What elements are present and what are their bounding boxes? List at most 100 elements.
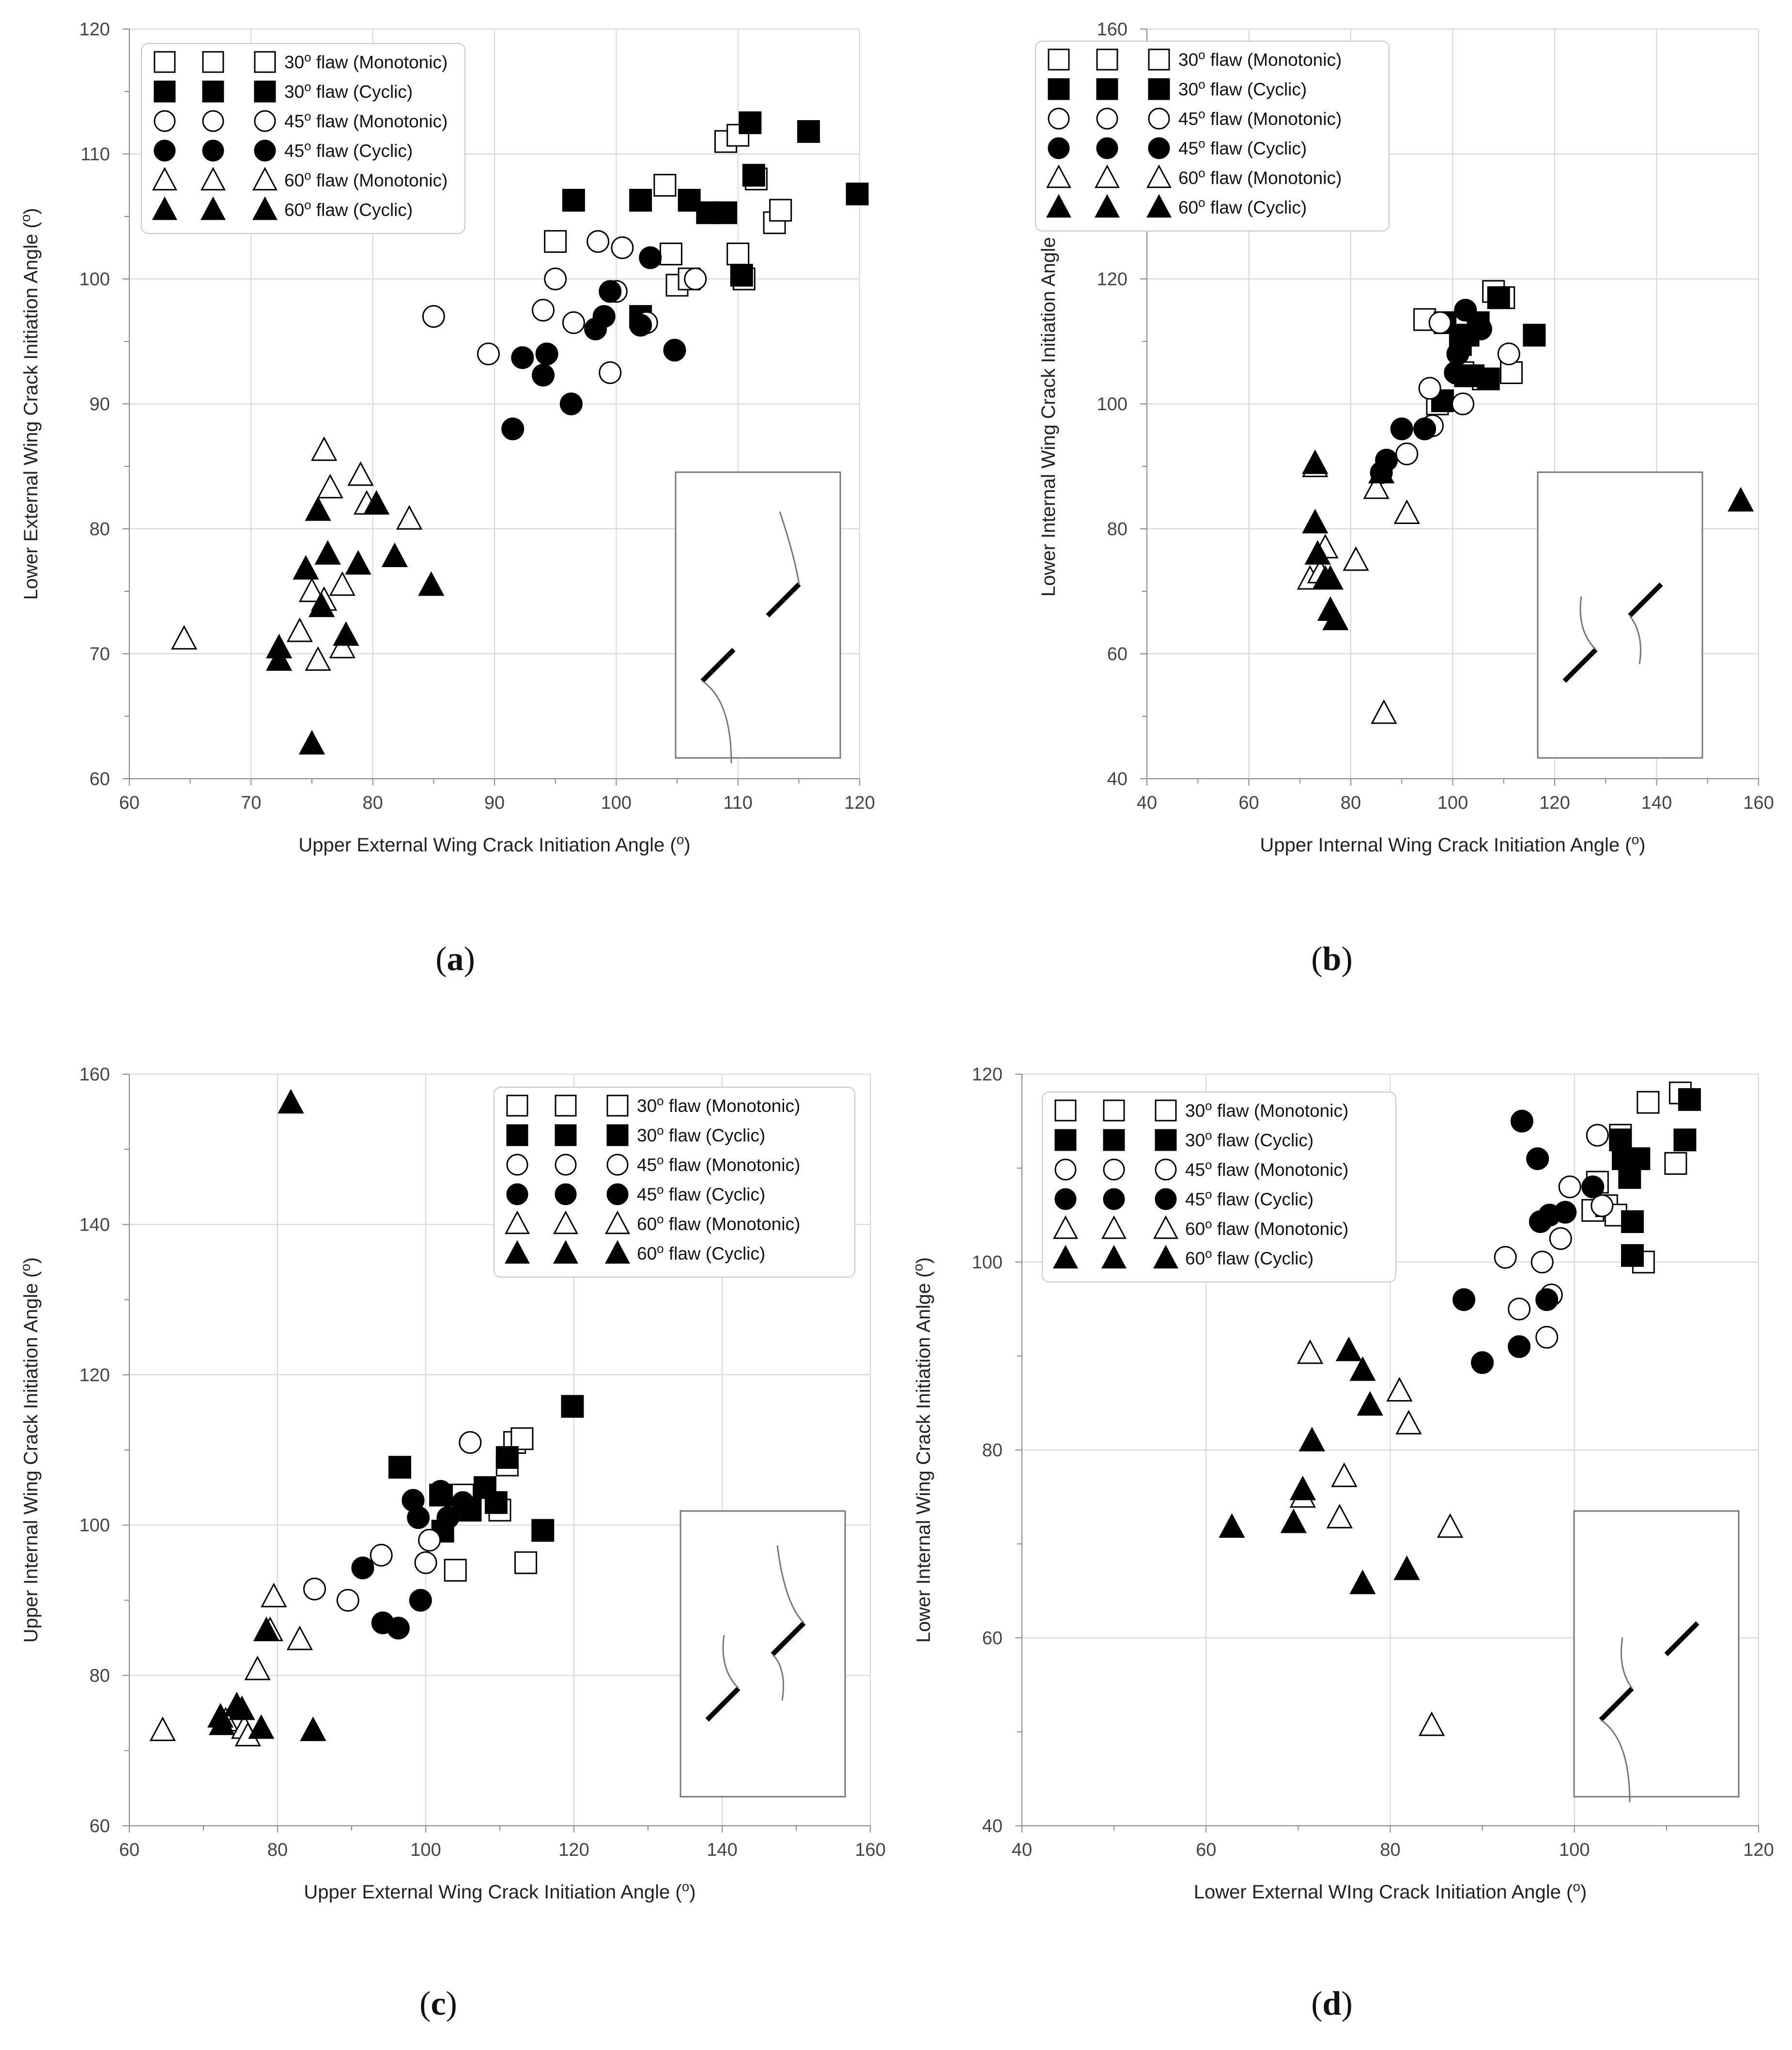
data-point-circle-filled: [1413, 417, 1437, 441]
x-tick-label: 140: [1641, 793, 1672, 813]
legend-marker: [1101, 1215, 1127, 1239]
y-tick-label: 160: [79, 1064, 110, 1085]
data-point-square-filled: [1609, 1128, 1632, 1152]
legend-marker: [1155, 1188, 1177, 1210]
legend-marker: [1101, 1245, 1127, 1269]
data-point-triangle-open: [1371, 699, 1397, 724]
flaw-segment: [766, 582, 801, 617]
data-point-triangle-filled: [1322, 605, 1349, 631]
data-point-circle-open: [459, 1431, 482, 1454]
legend-marker: [1153, 1215, 1179, 1239]
data-point-square-filled: [1673, 1128, 1697, 1152]
legend-marker: [1153, 1245, 1179, 1269]
data-point-circle-filled: [1554, 1201, 1577, 1224]
data-point-triangle-open: [396, 505, 423, 530]
data-point-triangle-open: [305, 646, 331, 671]
data-point-circle-filled: [535, 342, 558, 366]
wing-crack: [1629, 615, 1641, 664]
data-point-circle-filled: [629, 313, 652, 337]
data-point-circle-filled: [351, 1557, 374, 1580]
legend-marker: [604, 1210, 631, 1234]
legend-marker: [1054, 1129, 1077, 1151]
legend-marker: [1048, 78, 1070, 100]
y-tick-label: 40: [1107, 769, 1128, 789]
data-point-triangle-open: [1418, 1711, 1445, 1736]
x-tick-label: 60: [1196, 1840, 1216, 1860]
flaw-segment: [1664, 1621, 1699, 1656]
data-point-circle-open: [1497, 342, 1520, 366]
legend-marker: [152, 196, 178, 220]
data-point-circle-open: [562, 311, 585, 334]
x-axis-title: Upper External Wing Crack Initiation Ang…: [304, 1879, 695, 1903]
legend-marker: [555, 1094, 577, 1117]
data-point-triangle-filled: [293, 555, 319, 580]
data-point-circle-open: [1428, 311, 1452, 334]
data-point-circle-open: [611, 236, 634, 259]
chart-panel-d: 40 60 80 100 120 40 60 80 100 120 Lower External W…: [911, 1064, 1774, 2022]
data-point-triangle-filled: [418, 571, 445, 596]
data-point-triangle-open: [170, 625, 198, 650]
y-tick-label: 120: [972, 1064, 1003, 1085]
legend-entry-label: 60o flaw (Monotonic): [1185, 1218, 1348, 1239]
data-point-circle-filled: [451, 1491, 474, 1514]
legend-marker: [1054, 1158, 1077, 1181]
data-point-triangle-filled: [381, 542, 408, 568]
data-point-triangle-open: [1343, 546, 1369, 571]
data-point-circle-open: [418, 1528, 441, 1552]
data-point-triangle-filled: [1302, 449, 1329, 474]
data-point-circle-open: [1535, 1326, 1559, 1349]
data-point-triangle-filled: [1317, 565, 1344, 590]
data-point-triangle-filled: [308, 592, 335, 617]
data-point-triangle-filled: [265, 646, 293, 671]
data-point-square-open: [653, 174, 677, 197]
legend-entry-label: 60o flaw (Cyclic): [284, 199, 413, 220]
legend-marker: [252, 196, 278, 220]
data-point-circle-open: [1591, 1194, 1614, 1218]
legend-marker: [202, 139, 224, 162]
legend-marker: [1046, 164, 1072, 188]
data-points: [149, 1089, 584, 1747]
flaw-inset: [675, 471, 841, 764]
inset-frame: [1573, 1510, 1740, 1798]
legend-marker: [1103, 1158, 1125, 1181]
x-tick-label: 60: [1238, 793, 1259, 813]
legend-marker: [506, 1154, 528, 1176]
data-point-circle-filled: [663, 339, 686, 362]
x-tick-label: 60: [119, 793, 139, 813]
data-point-triangle-open: [244, 1655, 271, 1680]
x-tick-label: 90: [484, 793, 505, 813]
data-point-circle-open: [414, 1551, 437, 1574]
legend-marker: [553, 1240, 579, 1264]
data-point-circle-filled: [1446, 342, 1469, 366]
data-point-square-open: [769, 199, 792, 222]
x-axis-title: Lower External WIng Crack Initiation Ang…: [1194, 1879, 1587, 1903]
data-point-square-open: [659, 242, 682, 265]
legend-marker: [1048, 108, 1070, 130]
x-tick-label: 40: [1012, 1840, 1032, 1860]
data-point-square-open: [726, 242, 750, 265]
legend-marker: [202, 110, 224, 132]
legend-box: [1042, 1092, 1396, 1282]
legend-marker: [154, 51, 176, 73]
data-point-square-filled: [1627, 1147, 1651, 1171]
legend-marker: [1148, 48, 1170, 71]
legend-marker: [606, 1183, 629, 1205]
wing-crack: [772, 1654, 784, 1701]
legend-marker: [506, 1094, 528, 1117]
legend-marker: [1148, 108, 1170, 130]
data-point-circle-filled: [1535, 1288, 1559, 1311]
x-tick-label: 160: [855, 1840, 885, 1860]
data-point-triangle-filled: [1728, 487, 1754, 512]
x-tick-label: 100: [1437, 793, 1468, 813]
data-point-triangle-filled: [1349, 1356, 1376, 1381]
legend-marker: [606, 1124, 629, 1146]
data-point-triangle-filled: [253, 1617, 280, 1641]
legend-marker: [252, 167, 278, 191]
data-point-triangle-filled: [1393, 1555, 1420, 1580]
y-tick-label: 100: [972, 1252, 1003, 1273]
data-point-triangle-filled: [1219, 1513, 1245, 1538]
legend-entry-label: 60o flaw (Monotonic): [637, 1213, 800, 1234]
data-point-square-filled: [1621, 1210, 1644, 1233]
data-point-circle-open: [1558, 1175, 1581, 1199]
